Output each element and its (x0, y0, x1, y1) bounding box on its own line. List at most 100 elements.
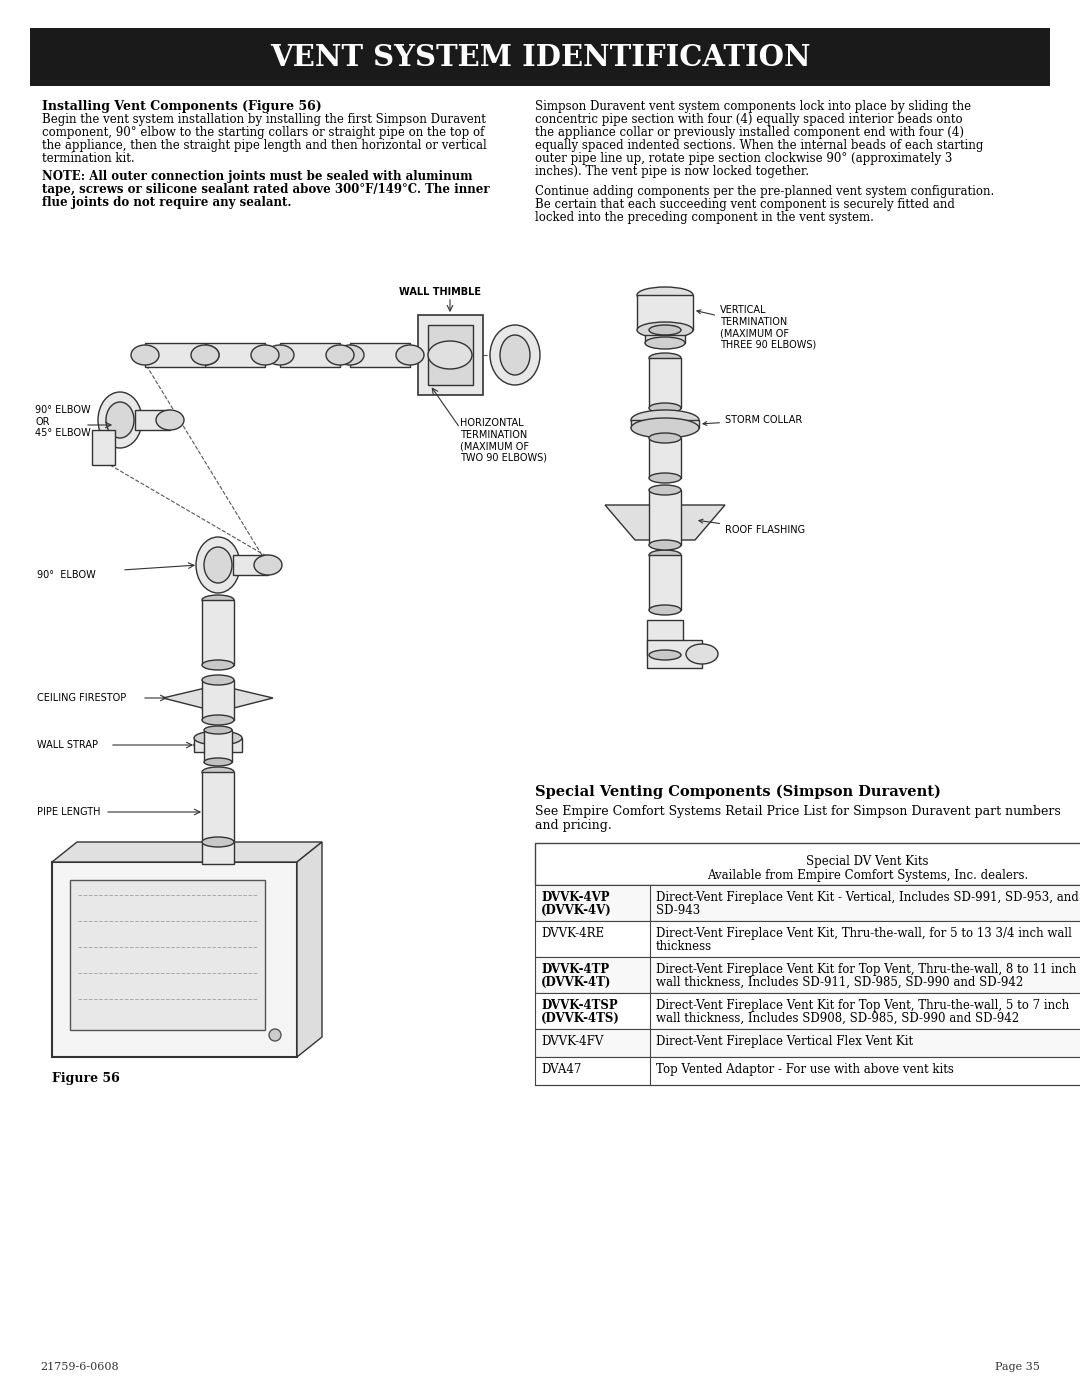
Ellipse shape (202, 659, 234, 671)
Bar (30, 28, 1050, 87)
Text: STORM COLLAR: STORM COLLAR (703, 415, 802, 426)
Text: HORIZONTAL
TERMINATION
(MAXIMUM OF
TWO 90 ELBOWS): HORIZONTAL TERMINATION (MAXIMUM OF TWO 9… (460, 418, 546, 462)
Ellipse shape (649, 605, 681, 615)
Ellipse shape (637, 321, 693, 338)
Ellipse shape (194, 731, 242, 745)
Ellipse shape (686, 644, 718, 664)
Ellipse shape (649, 550, 681, 560)
Bar (350, 344, 410, 367)
Ellipse shape (156, 409, 184, 430)
Ellipse shape (500, 335, 530, 374)
Ellipse shape (637, 286, 693, 303)
Ellipse shape (106, 402, 134, 439)
Text: SD-943: SD-943 (656, 904, 700, 916)
Text: locked into the preceding component in the vent system.: locked into the preceding component in t… (535, 211, 874, 224)
Text: Page 35: Page 35 (995, 1362, 1040, 1372)
Text: concentric pipe section with four (4) equally spaced interior beads onto: concentric pipe section with four (4) eq… (535, 113, 962, 126)
Text: Available from Empire Comfort Systems, Inc. dealers.: Available from Empire Comfort Systems, I… (707, 869, 1028, 882)
Ellipse shape (269, 1030, 281, 1041)
Ellipse shape (204, 759, 232, 766)
Ellipse shape (98, 393, 141, 448)
Polygon shape (297, 842, 322, 1058)
Bar (535, 993, 1080, 1030)
Text: Direct-Vent Fireplace Vertical Flex Vent Kit: Direct-Vent Fireplace Vertical Flex Vent… (656, 1035, 913, 1048)
Ellipse shape (649, 474, 681, 483)
Text: Be certain that each succeeding vent component is securely fitted and: Be certain that each succeeding vent com… (535, 198, 955, 211)
Bar (645, 335, 685, 344)
Text: the appliance, then the straight pipe length and then horizontal or vertical: the appliance, then the straight pipe le… (42, 138, 487, 152)
Bar (535, 886, 1080, 921)
Ellipse shape (251, 345, 279, 365)
Text: DVVK-4TSP: DVVK-4TSP (541, 999, 618, 1011)
Ellipse shape (202, 715, 234, 725)
Text: DVVK-4VP: DVVK-4VP (541, 891, 609, 904)
Bar (204, 731, 232, 761)
Bar (145, 344, 205, 367)
Text: DVVK-4RE: DVVK-4RE (541, 928, 604, 940)
Text: DVA47: DVA47 (541, 1063, 581, 1076)
Polygon shape (52, 842, 322, 862)
Bar (647, 640, 702, 668)
Ellipse shape (631, 409, 699, 430)
Bar (194, 738, 242, 752)
Text: Simpson Duravent vent system components lock into place by sliding the: Simpson Duravent vent system components … (535, 101, 971, 113)
Bar (428, 326, 473, 386)
Text: thickness: thickness (656, 940, 712, 953)
Text: the appliance collar or previously installed component end with four (4): the appliance collar or previously insta… (535, 126, 964, 138)
Bar (135, 409, 170, 430)
Ellipse shape (490, 326, 540, 386)
Ellipse shape (202, 675, 234, 685)
Ellipse shape (326, 345, 354, 365)
Bar (535, 957, 1080, 993)
Text: NOTE: All outer connection joints must be sealed with aluminum: NOTE: All outer connection joints must b… (42, 170, 473, 183)
Text: Direct-Vent Fireplace Vent Kit - Vertical, Includes SD-991, SD-953, and: Direct-Vent Fireplace Vent Kit - Vertica… (656, 891, 1079, 904)
Text: and pricing.: and pricing. (535, 819, 611, 833)
Text: CEILING FIRESTOP: CEILING FIRESTOP (37, 693, 126, 703)
Ellipse shape (191, 345, 219, 365)
Text: Figure 56: Figure 56 (52, 1071, 120, 1085)
Ellipse shape (202, 767, 234, 777)
Text: PIPE LENGTH: PIPE LENGTH (37, 807, 100, 817)
Ellipse shape (202, 847, 234, 856)
Text: ROOF FLASHING: ROOF FLASHING (699, 520, 805, 535)
Text: Installing Vent Components (Figure 56): Installing Vent Components (Figure 56) (42, 101, 322, 113)
Text: Direct-Vent Fireplace Vent Kit, Thru-the-wall, for 5 to 13 3/4 inch wall: Direct-Vent Fireplace Vent Kit, Thru-the… (656, 928, 1071, 940)
Bar (202, 599, 234, 665)
Text: (DVVK-4V): (DVVK-4V) (541, 904, 611, 916)
Text: Special DV Vent Kits: Special DV Vent Kits (807, 855, 929, 868)
Text: VERTICAL
TERMINATION
(MAXIMUM OF
THREE 90 ELBOWS): VERTICAL TERMINATION (MAXIMUM OF THREE 9… (697, 305, 816, 349)
Polygon shape (605, 504, 725, 541)
Polygon shape (163, 685, 273, 712)
Text: 21759-6-0608: 21759-6-0608 (40, 1362, 119, 1372)
Ellipse shape (202, 837, 234, 847)
Bar (70, 880, 265, 1030)
Bar (535, 1058, 1080, 1085)
Text: tape, screws or silicone sealant rated above 300°F/149°C. The inner: tape, screws or silicone sealant rated a… (42, 183, 489, 196)
Ellipse shape (204, 548, 232, 583)
Text: VENT SYSTEM IDENTIFICATION: VENT SYSTEM IDENTIFICATION (270, 42, 810, 71)
Ellipse shape (649, 353, 681, 363)
Ellipse shape (254, 555, 282, 576)
Ellipse shape (131, 345, 159, 365)
Bar (649, 555, 681, 610)
Text: Direct-Vent Fireplace Vent Kit for Top Vent, Thru-the-wall, 5 to 7 inch: Direct-Vent Fireplace Vent Kit for Top V… (656, 999, 1069, 1011)
Text: DVVK-4FV: DVVK-4FV (541, 1035, 604, 1048)
Bar (202, 680, 234, 719)
Bar (202, 773, 234, 852)
Text: 90°  ELBOW: 90° ELBOW (37, 570, 96, 580)
Bar (649, 439, 681, 478)
Text: wall thickness, Includes SD908, SD-985, SD-990 and SD-942: wall thickness, Includes SD908, SD-985, … (656, 1011, 1020, 1025)
Ellipse shape (194, 738, 242, 752)
Bar (649, 358, 681, 408)
Ellipse shape (649, 650, 681, 659)
Text: WALL STRAP: WALL STRAP (37, 740, 98, 750)
Text: Special Venting Components (Simpson Duravent): Special Venting Components (Simpson Dura… (535, 785, 941, 799)
Bar (233, 555, 268, 576)
Ellipse shape (202, 595, 234, 605)
Text: WALL THIMBLE: WALL THIMBLE (399, 286, 481, 298)
Text: inches). The vent pipe is now locked together.: inches). The vent pipe is now locked tog… (535, 165, 809, 177)
Bar (202, 842, 234, 863)
Text: wall thickness, Includes SD-911, SD-985, SD-990 and SD-942: wall thickness, Includes SD-911, SD-985,… (656, 977, 1023, 989)
Bar (535, 1030, 1080, 1058)
Text: 90° ELBOW
OR
45° ELBOW: 90° ELBOW OR 45° ELBOW (35, 405, 91, 439)
